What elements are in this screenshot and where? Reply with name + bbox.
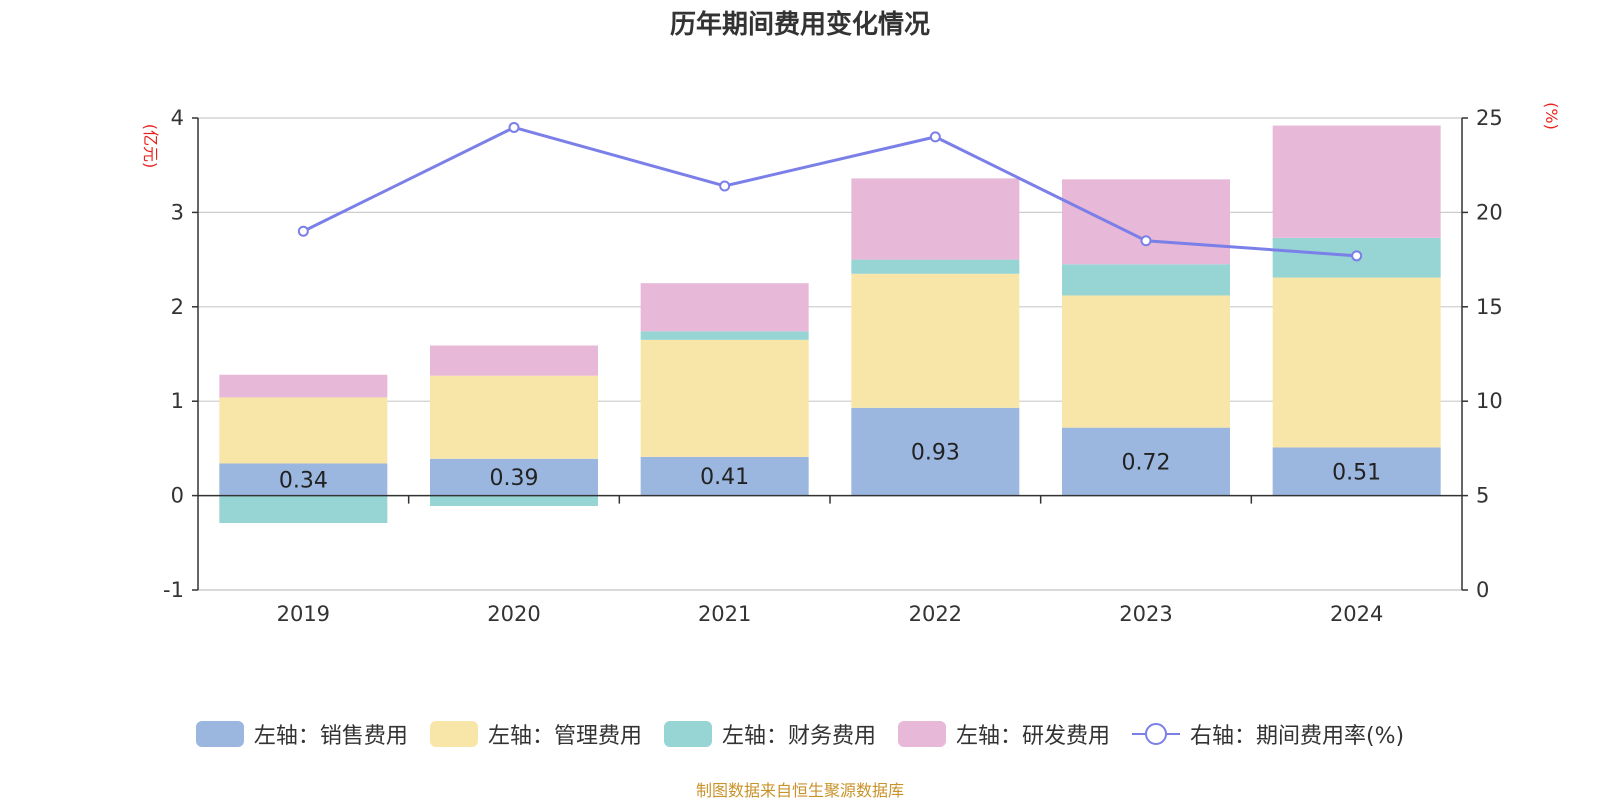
right-tick-label: 10 [1476,389,1503,413]
legend-label: 左轴：销售费用 [253,724,408,749]
rate-point-2020 [508,121,520,133]
rate-line [297,121,1363,262]
bar-series3-2021 [640,331,809,340]
left-tick-label: -1 [163,578,184,602]
legend-swatch [195,721,244,747]
bar-series1-2023 [1062,427,1230,496]
bar-series1-2021 [640,456,809,496]
x-tick-label: 2020 [487,602,540,626]
bar-series4-2021 [640,283,809,332]
source-note: 制图数据来自恒生聚源数据库 [695,781,904,800]
legend-swatch [663,721,712,747]
legend-line-marker [1131,721,1180,747]
bar-series1-2024 [1272,447,1441,496]
bars [219,125,1441,523]
rate-point-2023 [1140,235,1152,247]
bar-series2-2024 [1272,277,1441,448]
left-tick-label: 2 [171,295,184,319]
left-tick-label: 3 [171,200,184,224]
right-tick-label: 20 [1476,200,1503,224]
x-tick-label: 2024 [1330,602,1383,626]
bar-value-label: 0.34 [279,469,328,494]
data-labels: 0.34 0.39 0.41 0.93 0.72 0.51 [279,441,1381,494]
left-tick-label: 0 [171,484,184,508]
axes: -1 0 1 2 3 4 0 5 10 15 20 25 2019 2020 2021 2022 2023 202… [163,106,1503,626]
bar-series4-2020 [430,345,598,376]
bar-series2-2023 [1062,295,1230,428]
rate-point-2022 [929,131,941,143]
bar-value-label: 0.51 [1332,461,1381,486]
x-tick-label: 2021 [698,602,751,626]
right-tick-label: 15 [1476,295,1503,319]
bar-series4-2022 [851,178,1020,260]
legend-label: 右轴：期间费用率(%) [1189,724,1405,749]
left-tick-label: 1 [171,389,184,413]
legend-item[interactable]: 左轴：管理费用 [429,718,642,750]
bar-series1-2020 [430,458,598,496]
legend-item[interactable]: 左轴：销售费用 [195,718,408,750]
rate-point-2019 [297,225,309,237]
bar-series2-2020 [430,375,598,459]
bar-series3-2019 [219,495,388,523]
bar-series2-2019 [219,397,388,464]
bar-series1-2022 [851,407,1020,496]
bar-series2-2021 [640,339,809,457]
legend-label: 左轴：研发费用 [955,724,1110,749]
legend: 左轴：销售费用 左轴：管理费用 左轴：财务费用 左轴：研发费用 右轴：期间费用率(%) [0,718,1600,750]
bar-series4-2023 [1062,179,1230,265]
legend-label: 左轴：管理费用 [487,724,642,749]
rate-line-path [302,125,1357,258]
legend-item[interactable]: 左轴：财务费用 [663,718,876,750]
x-tick-label: 2022 [909,602,962,626]
bar-value-label: 0.41 [700,465,749,490]
left-tick-label: 4 [171,106,184,130]
bar-series1-2019 [219,463,388,496]
chart-title: 历年期间费用变化情况 [669,10,930,40]
bar-series3-2023 [1062,264,1230,296]
left-axis-unit: (亿元) [141,124,160,169]
bar-value-label: 0.93 [911,441,960,466]
legend-swatch [897,721,946,747]
bar-series4-2019 [219,374,388,398]
right-tick-label: 0 [1476,578,1489,602]
bar-series3-2022 [851,259,1020,274]
x-tick-label: 2019 [277,602,330,626]
right-tick-label: 5 [1476,484,1489,508]
x-tick-label: 2023 [1119,602,1172,626]
right-tick-label: 25 [1476,106,1503,130]
rate-point-2024 [1351,250,1363,262]
right-axis-unit: (%) [1542,102,1561,130]
legend-item[interactable]: 左轴：研发费用 [897,718,1110,750]
bar-series4-2024 [1272,125,1441,238]
legend-item[interactable]: 右轴：期间费用率(%) [1131,718,1405,750]
legend-label: 左轴：财务费用 [721,724,876,749]
bar-series3-2020 [430,495,598,506]
legend-swatch [429,721,478,747]
bar-series2-2022 [851,273,1020,408]
bar-value-label: 0.39 [490,466,539,491]
bar-value-label: 0.72 [1122,451,1171,476]
rate-point-2021 [719,180,731,192]
